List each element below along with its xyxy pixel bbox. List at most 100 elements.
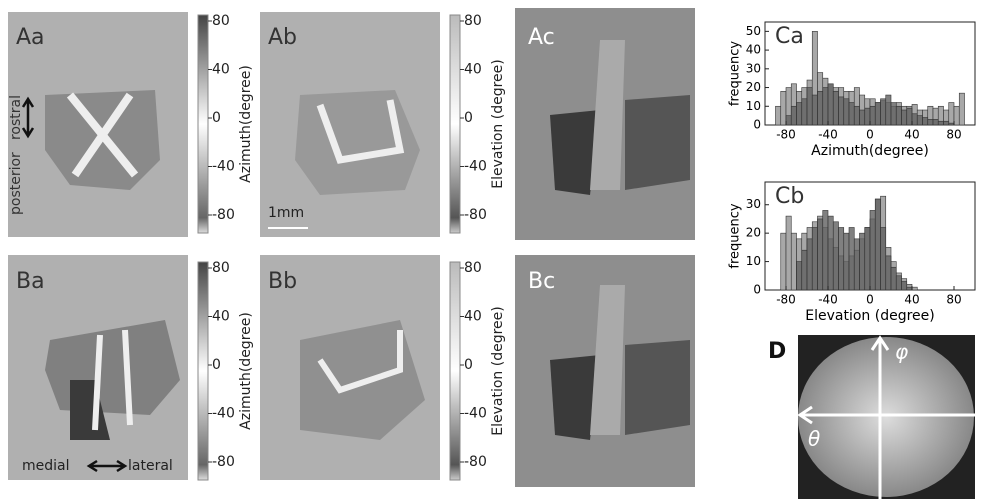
colorbar-tick-label: 80 — [212, 13, 230, 29]
panel-label: Ba — [16, 269, 45, 294]
x-tick-label: -80 — [776, 128, 796, 142]
colorbar — [198, 15, 208, 233]
histogram-bar — [818, 91, 823, 125]
x-tick-label: 80 — [946, 128, 961, 142]
x-tick-label: 0 — [866, 128, 874, 142]
colorbar-label: Elevation (degree) — [490, 306, 506, 435]
x-axis-label: Azimuth(degree) — [811, 143, 929, 159]
histogram-bar — [875, 103, 880, 125]
colorbar-tick-label: -80 — [212, 207, 235, 223]
histogram-bar — [807, 239, 812, 290]
colorbar-tick-label: 40 — [212, 309, 230, 325]
panel-label: Ac — [528, 25, 555, 50]
histogram-bar — [902, 281, 907, 290]
colorbar-tick-label: 0 — [464, 110, 473, 126]
histogram-bar — [781, 91, 786, 125]
histogram-bar — [870, 106, 875, 125]
x-tick-label: 0 — [866, 293, 874, 307]
colorbar-tick-label: 0 — [212, 357, 221, 373]
panel-label: Bc — [528, 269, 555, 294]
colorbar-tick-label: 80 — [212, 260, 230, 276]
colorbar-tick-label: 80 — [464, 260, 482, 276]
chart-title: Cb — [775, 184, 804, 209]
histogram-bar — [886, 95, 891, 125]
histogram-bar — [823, 88, 828, 125]
histogram-bar — [823, 210, 828, 290]
histogram-bar — [912, 287, 917, 290]
histogram-bar — [881, 99, 886, 125]
colorbar-tick-label: -40 — [212, 159, 235, 175]
colorbar-label: Elevation (degree) — [490, 59, 506, 188]
histogram-bar — [797, 262, 802, 290]
panel-label: Aa — [16, 25, 45, 50]
histogram-bar — [849, 103, 854, 125]
x-tick-label: -40 — [818, 128, 838, 142]
histogram-bar — [833, 91, 838, 125]
histogram-bar — [865, 108, 870, 125]
x-tick-label: 40 — [904, 293, 919, 307]
histogram-bar — [791, 233, 796, 290]
histogram-bar — [933, 119, 938, 125]
colorbar-tick-label: -80 — [464, 454, 487, 470]
colorbar-label: Azimuth(degree) — [238, 312, 254, 430]
histogram-bar — [881, 227, 886, 290]
x-tick-label: -80 — [776, 293, 796, 307]
y-axis-label: frequency — [728, 41, 743, 107]
y-tick-label: 30 — [746, 197, 761, 211]
histogram-bar — [833, 222, 838, 290]
colorbar-tick-label: 40 — [464, 309, 482, 325]
histogram-bar — [886, 256, 891, 290]
histogram-bar — [854, 239, 859, 290]
annotation: medial — [22, 458, 70, 474]
histogram-bar — [839, 227, 844, 290]
histogram-bar — [860, 110, 865, 125]
histogram-bar — [875, 199, 880, 290]
colorbar-tick-label: -80 — [464, 207, 487, 223]
panel-label: Bb — [268, 269, 297, 294]
histogram-bar — [928, 119, 933, 125]
histogram-bar — [891, 267, 896, 290]
colorbar-tick-label: -40 — [464, 406, 487, 422]
histogram-bar — [844, 233, 849, 290]
histogram-bar — [786, 116, 791, 125]
histogram-bar — [786, 216, 791, 290]
histogram-bar — [954, 106, 959, 125]
colorbar-tick-label: 0 — [464, 357, 473, 373]
panel-label: Ab — [268, 25, 297, 50]
histogram-bar — [949, 123, 954, 125]
colorbar-tick-label: 80 — [464, 13, 482, 29]
colorbar-tick-label: -80 — [212, 454, 235, 470]
histogram-bar — [865, 227, 870, 290]
y-tick-label: 50 — [746, 24, 761, 38]
histogram-bar — [891, 103, 896, 125]
chart-title: Ca — [775, 24, 804, 49]
axis-symbol: φ — [895, 340, 908, 364]
figure: Aa Ab Ac Ba Bb Bc D posterior rostral 1m… — [0, 0, 987, 499]
annotation: lateral — [128, 458, 173, 474]
histogram-bar — [907, 287, 912, 290]
x-tick-label: -40 — [818, 293, 838, 307]
x-tick-label: 40 — [904, 128, 919, 142]
histogram-bar — [812, 227, 817, 290]
axis-symbol: θ — [808, 427, 820, 451]
y-tick-label: 40 — [746, 43, 761, 57]
histogram-bar — [849, 227, 854, 290]
colorbar-label: Azimuth(degree) — [238, 65, 254, 183]
histogram-bar — [902, 110, 907, 125]
colorbar — [198, 262, 208, 480]
histogram-bar — [844, 99, 849, 125]
y-tick-label: 20 — [746, 226, 761, 240]
y-tick-label: 30 — [746, 61, 761, 75]
histogram-bar — [776, 106, 781, 125]
histogram-bar — [802, 250, 807, 290]
y-tick-label: 20 — [746, 80, 761, 94]
histogram-bar — [802, 99, 807, 125]
annotation: posterior — [8, 152, 24, 215]
histogram-bar — [854, 106, 859, 125]
x-tick-label: 80 — [946, 293, 961, 307]
histogram-bar — [797, 103, 802, 125]
histogram-bar — [781, 233, 786, 290]
histogram-bar — [839, 97, 844, 125]
colorbar-tick-label: -40 — [212, 406, 235, 422]
histogram-bar — [923, 118, 928, 125]
